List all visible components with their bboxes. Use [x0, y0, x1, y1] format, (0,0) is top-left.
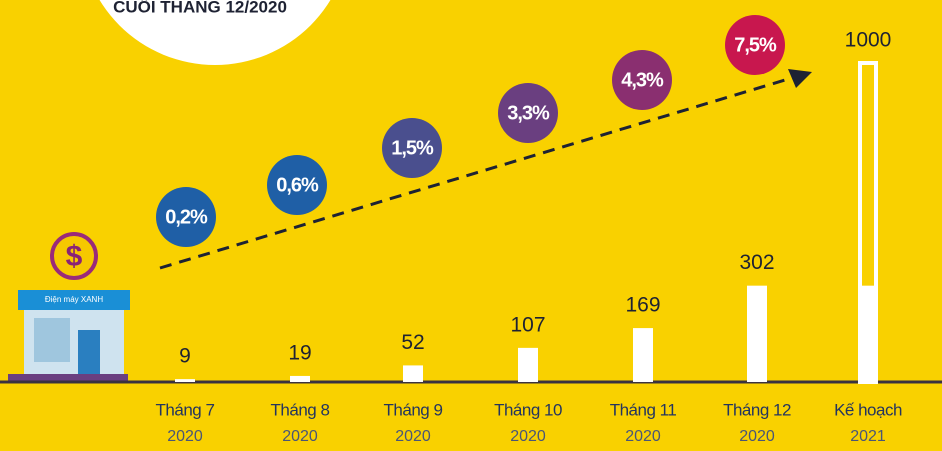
- chart-title: CUỐI THÁNG 12/2020: [113, 0, 287, 16]
- share-label: 4,3%: [621, 69, 664, 91]
- x-tick-year: 2020: [395, 428, 431, 445]
- trend-arrowhead: [788, 69, 812, 88]
- x-tick-year: 2020: [510, 428, 546, 445]
- store-door: [78, 330, 100, 376]
- x-tick-year: 2021: [850, 428, 886, 445]
- bar: [290, 375, 310, 382]
- store-sign-text: Điện máy XANH: [45, 295, 103, 304]
- bar: [518, 347, 538, 382]
- bar: [747, 285, 767, 382]
- share-circle: [725, 15, 785, 75]
- value-label: 19: [288, 341, 311, 364]
- share-circle: [156, 187, 216, 247]
- share-circle: [382, 118, 442, 178]
- store-window: [34, 318, 70, 362]
- value-label: 107: [510, 313, 545, 336]
- x-tick-label: Tháng 11: [610, 400, 677, 419]
- x-tick-label: Tháng 7: [156, 400, 215, 419]
- store-icon: $ Điện máy XANH: [8, 232, 130, 382]
- dollar-sign: $: [66, 240, 83, 273]
- plan-bar-fill: [858, 285, 878, 382]
- value-label: 302: [739, 251, 774, 274]
- value-label: 1000: [845, 29, 892, 52]
- x-tick-year: 2020: [167, 428, 203, 445]
- share-label: 1,5%: [391, 137, 434, 159]
- value-label: 9: [179, 345, 191, 368]
- store-floor: [8, 374, 128, 382]
- x-tick-label: Tháng 8: [271, 400, 330, 419]
- bar: [403, 365, 423, 382]
- share-label: 0,6%: [276, 174, 319, 196]
- bar: [175, 379, 195, 382]
- x-tick-year: 2020: [625, 428, 661, 445]
- share-label: 7,5%: [734, 34, 777, 56]
- dollar-coin: [50, 232, 98, 280]
- title-circle: [99, 0, 331, 65]
- share-circle: [267, 155, 327, 215]
- x-tick-label: Tháng 9: [384, 400, 443, 419]
- value-label: 169: [625, 294, 660, 317]
- x-tick-label: Kế hoạch: [834, 400, 902, 419]
- x-tick-label: Tháng 10: [494, 400, 562, 419]
- share-circle: [498, 83, 558, 143]
- trend-arrow: [159, 75, 796, 270]
- share-label: 3,3%: [507, 102, 550, 124]
- share-circle: [612, 50, 672, 110]
- share-label: 0,2%: [165, 206, 208, 228]
- bar: [633, 328, 653, 382]
- value-label: 52: [401, 331, 424, 354]
- x-tick-year: 2020: [739, 428, 775, 445]
- x-tick-label: Tháng 12: [723, 400, 791, 419]
- x-tick-year: 2020: [282, 428, 318, 445]
- store-sign: [18, 290, 130, 310]
